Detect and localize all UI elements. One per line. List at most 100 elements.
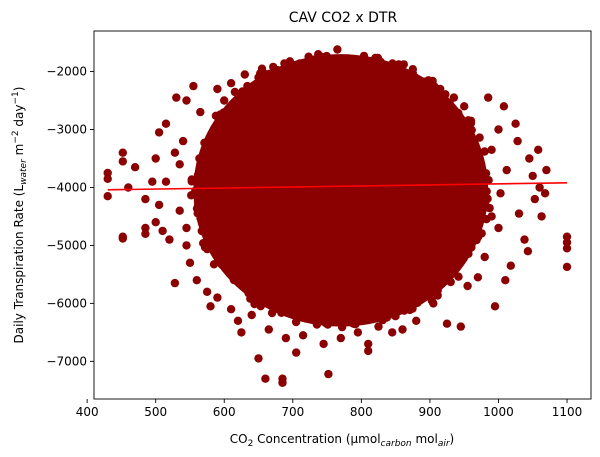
cloud-edge-point (440, 267, 449, 276)
data-point (233, 316, 243, 325)
data-point (292, 348, 301, 357)
cloud-edge-point (270, 299, 279, 308)
data-point (401, 70, 411, 79)
data-point (511, 119, 520, 128)
data-point (161, 177, 171, 186)
data-point (278, 378, 287, 387)
data-points (103, 45, 572, 387)
data-point (182, 96, 191, 105)
cloud-edge-point (323, 320, 332, 329)
y-axis-ticks: −7000 −6000 −5000 −4000 −3000 −2000 (46, 65, 94, 368)
data-point (442, 319, 452, 328)
data-point (302, 58, 311, 68)
data-point (165, 235, 174, 244)
cloud-edge-point (291, 317, 301, 327)
data-point (324, 369, 333, 379)
cloud-edge-point (480, 147, 489, 156)
data-point (473, 273, 483, 282)
data-point (501, 276, 510, 285)
cloud-edge-point (482, 187, 491, 196)
data-point (370, 64, 380, 73)
cloud-edge-point (270, 293, 279, 302)
data-point (103, 174, 112, 183)
cloud-edge-point (229, 99, 239, 109)
cloud-edge-point (481, 169, 491, 178)
data-point (530, 194, 539, 204)
cloud-edge-point (467, 243, 476, 252)
data-point (562, 238, 572, 247)
data-point (502, 165, 511, 175)
cloud-edge-point (484, 176, 493, 185)
cloud-edge-point (201, 143, 211, 152)
data-point (499, 102, 509, 111)
data-point (170, 278, 180, 288)
data-point (436, 84, 445, 94)
x-tick-label: 600 (213, 405, 236, 419)
cloud-edge-point (463, 236, 472, 246)
data-point (175, 160, 184, 169)
data-point (513, 136, 522, 146)
data-point (151, 218, 160, 227)
cloud-edge-point (393, 304, 402, 313)
data-point (537, 212, 546, 221)
point-cloud (187, 50, 494, 332)
data-point (257, 64, 267, 73)
data-point (237, 328, 246, 337)
data-point (170, 148, 180, 157)
trend-line (107, 182, 568, 191)
cloud-edge-point (254, 73, 263, 82)
cloud-edge-point (485, 203, 494, 213)
cloud-edge-point (344, 312, 353, 321)
data-point (264, 325, 273, 334)
data-point (196, 107, 205, 117)
data-point (535, 183, 544, 192)
data-point (525, 154, 534, 163)
cloud-edge-point (359, 51, 369, 61)
data-point (103, 168, 112, 178)
cloud-edge-point (391, 312, 400, 321)
data-point (285, 61, 294, 70)
cloud-edge-point (193, 170, 203, 180)
data-point (494, 125, 503, 134)
data-point (206, 302, 215, 311)
data-point (312, 64, 321, 73)
data-point (154, 128, 164, 137)
cloud-edge-point (382, 313, 391, 322)
cloud-edge-point (209, 260, 219, 269)
cloud-edge-point (464, 249, 473, 258)
cloud-edge-point (203, 244, 212, 254)
data-point (329, 61, 339, 70)
data-point (141, 223, 150, 233)
data-point (412, 316, 421, 325)
data-point (364, 339, 373, 349)
data-point (213, 84, 222, 94)
cloud-edge-point (408, 65, 417, 74)
data-point (384, 70, 393, 79)
data-point (226, 79, 236, 88)
data-point (460, 102, 469, 111)
x-tick-label: 700 (281, 405, 304, 419)
y-tick-label: −6000 (46, 296, 87, 310)
data-point (189, 81, 198, 91)
cloud-edge-point (483, 194, 492, 203)
data-point (161, 119, 171, 128)
cloud-edge-point (230, 87, 240, 97)
data-point (130, 163, 140, 172)
cloud-edge-point (245, 281, 254, 291)
cloud-edge-point (217, 260, 227, 269)
data-point (254, 354, 263, 363)
data-point (523, 247, 533, 256)
cloud-edge-point (474, 156, 483, 165)
cloud-edge-point (241, 92, 251, 101)
cloud-edge-point (442, 260, 451, 270)
data-point (562, 244, 572, 253)
data-point (118, 232, 128, 241)
point-cloud-body (193, 54, 489, 327)
cloud-edge-point (267, 308, 277, 318)
data-point (141, 194, 150, 204)
cloud-edge-point (206, 134, 215, 144)
cloud-edge-point (226, 268, 235, 278)
data-point (281, 333, 291, 343)
x-axis-label: CO2 Concentration (µmolcarbon molair) (230, 432, 454, 449)
